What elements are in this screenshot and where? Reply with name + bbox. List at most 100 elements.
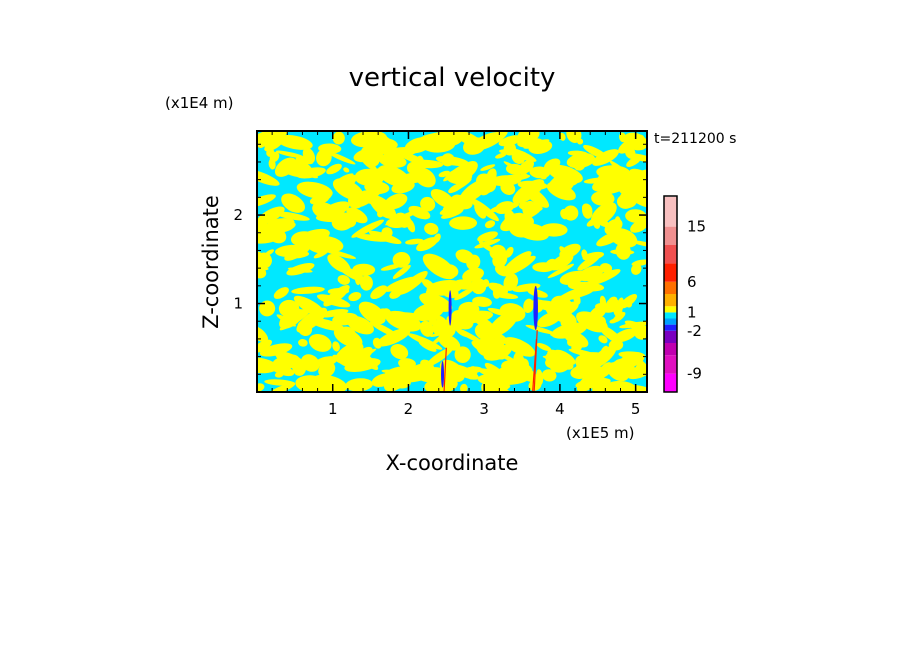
- updraft-patch: [480, 164, 496, 171]
- updraft-patch: [331, 212, 354, 231]
- updraft-patch: [300, 354, 320, 372]
- updraft-patch: [536, 299, 545, 306]
- updraft-patch: [624, 146, 636, 159]
- updraft-patch: [466, 254, 481, 270]
- updraft-patch: [492, 251, 508, 268]
- updraft-patch: [274, 211, 310, 221]
- updraft-patch: [257, 252, 272, 269]
- updraft-patch: [280, 159, 313, 178]
- updraft-patch: [619, 190, 638, 208]
- velocity-field: [257, 131, 647, 392]
- updraft-patch: [472, 296, 492, 307]
- updraft-patch: [573, 158, 586, 171]
- updraft-patch: [257, 357, 278, 374]
- y-unit-label: (x1E4 m): [165, 94, 234, 112]
- updraft-patch: [377, 206, 387, 218]
- updraft-patch: [515, 222, 550, 241]
- updraft-patch: [541, 369, 557, 382]
- updraft-patch: [631, 263, 642, 275]
- x-axis-label: X-coordinate: [386, 451, 519, 475]
- updraft-patch: [420, 359, 434, 371]
- chart-title: vertical velocity: [349, 63, 556, 93]
- updraft-patch: [295, 375, 326, 392]
- updraft-patch: [503, 142, 517, 156]
- updraft-patch: [309, 194, 330, 205]
- updraft-patch: [257, 221, 277, 236]
- updraft-patch: [591, 191, 615, 206]
- updraft-patch: [505, 163, 525, 175]
- updraft-patch: [475, 140, 485, 152]
- colorbar-label: 6: [687, 273, 697, 291]
- updraft-patch: [308, 334, 332, 352]
- updraft-patch: [378, 153, 407, 168]
- updraft-patch: [346, 207, 368, 224]
- updraft-patch: [536, 343, 552, 352]
- colorbar-segment: [664, 324, 677, 331]
- updraft-patch: [550, 295, 573, 314]
- updraft-patch: [470, 198, 499, 222]
- updraft-patch: [321, 248, 357, 259]
- updraft-patch: [470, 278, 487, 295]
- updraft-patch: [606, 298, 621, 310]
- colorbar-label: -9: [687, 365, 702, 383]
- updraft-patch: [259, 300, 276, 317]
- updraft-patch: [460, 383, 468, 392]
- updraft-patch: [598, 335, 608, 344]
- updraft-patch: [278, 222, 296, 233]
- updraft-patch: [608, 237, 634, 246]
- updraft-patch: [275, 150, 305, 159]
- updraft-patch: [318, 143, 342, 154]
- updraft-patch: [505, 246, 514, 258]
- updraft-patch: [586, 269, 621, 286]
- updraft-patch: [385, 310, 422, 332]
- updraft-patch: [354, 168, 385, 187]
- colorbar-segment: [664, 318, 677, 325]
- x-unit-label: (x1E5 m): [566, 424, 635, 442]
- updraft-patch: [385, 209, 420, 226]
- updraft-patch: [287, 267, 313, 273]
- updraft-patch: [552, 175, 575, 195]
- updraft-patch: [390, 344, 409, 360]
- updraft-patch: [326, 151, 356, 165]
- colorbar-segment: [664, 355, 677, 374]
- updraft-patch: [474, 323, 496, 341]
- updraft-patch: [551, 322, 588, 339]
- updraft-patch: [360, 156, 377, 171]
- updraft-patch: [619, 321, 647, 329]
- updraft-patch: [343, 167, 350, 173]
- updraft-patch: [337, 274, 350, 285]
- updraft-patch: [425, 287, 437, 297]
- updraft-patch: [582, 204, 593, 219]
- updraft-patch: [474, 238, 501, 249]
- x-axis-ticks: 1 2 3 4 5: [271, 131, 641, 418]
- updraft-patch: [487, 307, 513, 317]
- time-label: t=211200 s: [654, 131, 736, 147]
- updraft-patch: [467, 366, 478, 380]
- updraft-patch: [577, 138, 584, 145]
- updraft-patch: [477, 373, 514, 387]
- updraft-patch: [615, 357, 639, 365]
- updraft-patch: [500, 212, 525, 232]
- colorbar-segment: [664, 245, 677, 264]
- updraft-patch: [560, 208, 569, 220]
- updraft-patch: [326, 163, 342, 175]
- updraft-patch: [471, 340, 505, 360]
- updraft-patch: [312, 201, 338, 221]
- updraft-patch: [453, 279, 474, 290]
- updraft-patch: [384, 193, 408, 210]
- updraft-patch: [539, 173, 547, 180]
- colorbar-segment: [664, 263, 677, 282]
- colorbar-label: 15: [687, 218, 706, 236]
- updraft-patch: [503, 273, 519, 291]
- updraft-patch: [406, 161, 419, 174]
- updraft-patch: [560, 290, 594, 301]
- x-tick-label: 5: [631, 400, 641, 418]
- x-tick-label: 3: [479, 400, 489, 418]
- updraft-patch: [332, 341, 340, 352]
- updraft-patch: [294, 228, 330, 247]
- colorbar-segment: [664, 330, 677, 343]
- colorbar-label: -2: [687, 322, 702, 340]
- updraft-patch: [458, 178, 490, 204]
- updraft-patch: [527, 288, 548, 298]
